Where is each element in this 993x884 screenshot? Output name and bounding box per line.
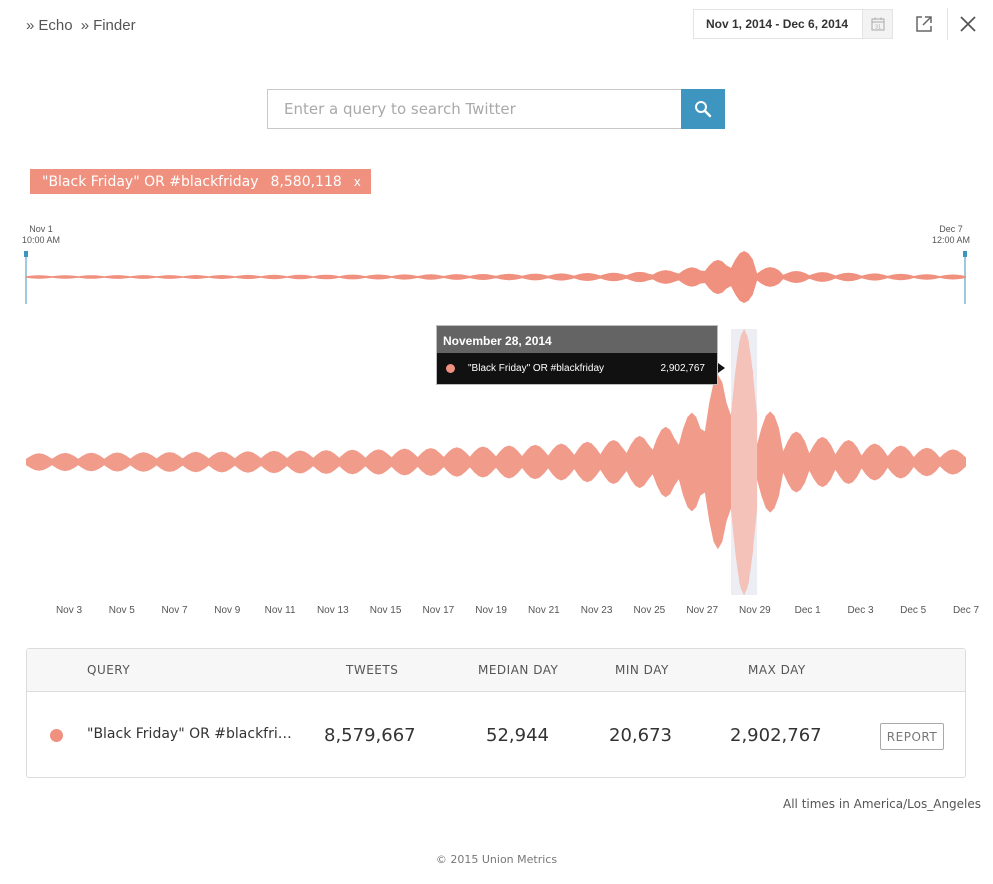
row-query: "Black Friday" OR #blackfriday bbox=[87, 726, 297, 742]
x-tick-label: Nov 21 bbox=[528, 605, 560, 616]
overview-area bbox=[26, 251, 966, 303]
x-tick-label: Dec 3 bbox=[847, 605, 874, 616]
external-link-icon[interactable] bbox=[912, 12, 936, 36]
header-median-day: MEDIAN DAY bbox=[478, 663, 559, 677]
x-tick-label: Nov 29 bbox=[739, 605, 771, 616]
date-range-label: Nov 1, 2014 - Dec 6, 2014 bbox=[706, 17, 849, 31]
row-median-day: 52,944 bbox=[486, 725, 549, 746]
search-icon bbox=[695, 101, 712, 118]
x-tick-label: Dec 5 bbox=[900, 605, 927, 616]
header-min-day: MIN DAY bbox=[615, 663, 669, 677]
x-tick-label: Dec 1 bbox=[795, 605, 822, 616]
date-range-picker[interactable]: Nov 1, 2014 - Dec 6, 2014 31 bbox=[693, 9, 893, 39]
overview-start-time: 10:00 AM bbox=[21, 235, 61, 245]
tooltip-arrow bbox=[718, 363, 725, 373]
x-axis: Nov 3 Nov 5 Nov 7 Nov 9 Nov 11 Nov 13 Nov 15 No… bbox=[56, 605, 980, 616]
overview-left-handle-grip[interactable] bbox=[24, 251, 28, 257]
x-tick-label: Nov 13 bbox=[317, 605, 349, 616]
row-max-day: 2,902,767 bbox=[730, 725, 822, 746]
stats-table: QUERY TWEETS MEDIAN DAY MIN DAY MAX DAY … bbox=[26, 648, 966, 778]
overview-start-label: Nov 1 10:00 AM bbox=[18, 224, 64, 246]
query-tag: "Black Friday" OR #blackfriday 8,580,118… bbox=[30, 169, 371, 194]
report-button[interactable]: REPORT bbox=[880, 723, 944, 750]
breadcrumb-separator: » bbox=[80, 17, 90, 34]
overview-end-date: Dec 7 bbox=[939, 224, 963, 234]
header-tweets: TWEETS bbox=[346, 663, 399, 677]
row-min-day: 20,673 bbox=[609, 725, 672, 746]
overview-end-time: 12:00 AM bbox=[931, 235, 971, 245]
row-tweets: 8,579,667 bbox=[324, 725, 416, 746]
breadcrumb: » Echo » Finder bbox=[26, 17, 140, 34]
remove-query-icon[interactable]: x bbox=[353, 174, 361, 189]
x-tick-label: Nov 17 bbox=[423, 605, 455, 616]
search-bar bbox=[267, 89, 725, 129]
x-tick-label: Nov 25 bbox=[634, 605, 666, 616]
x-tick-label: Nov 19 bbox=[475, 605, 507, 616]
overview-navigator[interactable] bbox=[24, 251, 967, 304]
footer-copyright: © 2015 Union Metrics bbox=[435, 853, 558, 866]
series-color-dot bbox=[50, 729, 63, 742]
query-tag-label: "Black Friday" OR #blackfriday bbox=[42, 173, 259, 190]
series-color-dot bbox=[446, 364, 455, 373]
header-max-day: MAX DAY bbox=[748, 663, 806, 677]
x-tick-label: Nov 23 bbox=[581, 605, 613, 616]
chart-tooltip: November 28, 2014 "Black Friday" OR #bla… bbox=[436, 325, 725, 385]
overview-right-handle-grip[interactable] bbox=[963, 251, 967, 257]
breadcrumb-separator: » bbox=[26, 17, 35, 34]
x-tick-label: Nov 7 bbox=[161, 605, 188, 616]
search-button[interactable] bbox=[681, 89, 725, 129]
timezone-note: All times in America/Los_Angeles bbox=[783, 797, 982, 811]
breadcrumb-finder: Finder bbox=[93, 17, 136, 34]
breadcrumb-echo-link[interactable]: Echo bbox=[38, 17, 73, 34]
x-tick-label: Nov 9 bbox=[214, 605, 241, 616]
search-input[interactable] bbox=[267, 89, 681, 129]
header-divider bbox=[947, 8, 948, 40]
tooltip-row: "Black Friday" OR #blackfriday 2,902,767 bbox=[437, 353, 717, 384]
volume-chart[interactable]: Nov 3 Nov 5 Nov 7 Nov 9 Nov 11 Nov 13 Nov 15 No… bbox=[0, 0, 993, 630]
x-tick-label: Nov 15 bbox=[370, 605, 402, 616]
calendar-day: 31 bbox=[874, 25, 880, 31]
x-tick-label: Nov 3 bbox=[56, 605, 83, 616]
main-series-area bbox=[26, 329, 966, 595]
calendar-icon[interactable]: 31 bbox=[862, 10, 892, 38]
overview-start-date: Nov 1 bbox=[29, 224, 53, 234]
query-tag-count: 8,580,118 bbox=[270, 173, 342, 190]
tooltip-date: November 28, 2014 bbox=[437, 326, 717, 353]
tooltip-value: 2,902,767 bbox=[660, 363, 706, 374]
table-header: QUERY TWEETS MEDIAN DAY MIN DAY MAX DAY bbox=[27, 649, 965, 692]
x-tick-label: Nov 27 bbox=[686, 605, 718, 616]
x-tick-label: Nov 11 bbox=[265, 605, 296, 616]
header-query: QUERY bbox=[87, 663, 131, 677]
highlighted-day-area bbox=[731, 329, 758, 595]
x-tick-label: Nov 5 bbox=[109, 605, 136, 616]
overview-end-label: Dec 7 12:00 AM bbox=[928, 224, 974, 246]
x-tick-label: Dec 7 bbox=[953, 605, 980, 616]
close-icon[interactable] bbox=[956, 12, 980, 36]
tooltip-query: "Black Friday" OR #blackfriday bbox=[468, 363, 605, 374]
